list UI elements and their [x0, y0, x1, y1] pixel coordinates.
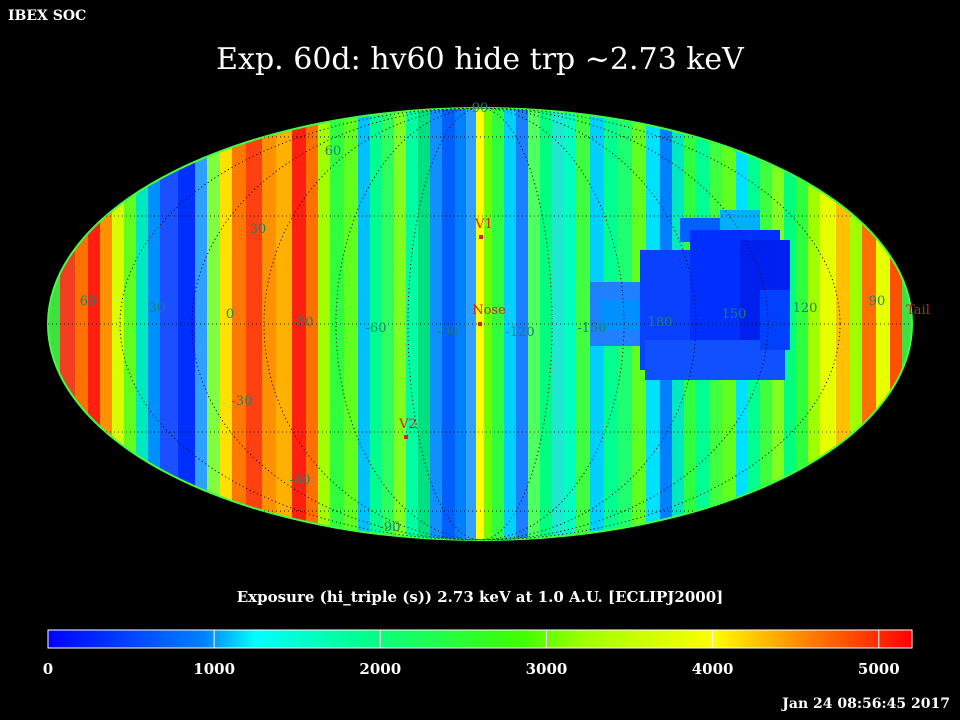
marker-label-v2: V2: [398, 417, 417, 432]
org-label: IBEX SOC: [8, 8, 87, 24]
exposure-stripe: [504, 108, 517, 540]
exposure-stripe: [124, 108, 137, 540]
marker-point-v1: [479, 235, 483, 239]
marker-label-tail: Tail: [906, 303, 930, 318]
exposure-stripe: [318, 108, 331, 540]
exposure-stripe: [808, 108, 821, 540]
exposure-stripe: [862, 108, 877, 540]
longitude-label: 180: [648, 315, 673, 330]
latitude-label: -90: [380, 520, 401, 535]
exposure-stripe: [60, 108, 76, 540]
longitude-label: 150: [722, 307, 747, 322]
page-title: Exp. 60d: hv60 hide trp ~2.73 keV: [216, 42, 744, 77]
latitude-label: 90: [472, 101, 489, 116]
exposure-stripe: [330, 108, 345, 540]
exposure-stripe: [902, 108, 912, 540]
colorbar-tick-label: 2000: [359, 660, 402, 678]
exposure-stripe: [48, 108, 61, 540]
longitude-label: -120: [505, 325, 534, 340]
exposure-stripe: [100, 108, 113, 540]
exposure-patch: [720, 210, 760, 230]
exposure-stripe: [796, 108, 809, 540]
colorbar-tick-label: 5000: [857, 660, 900, 678]
exposure-stripe: [394, 108, 407, 540]
latitude-label: 60: [325, 144, 342, 159]
longitude-label: 0: [226, 307, 234, 322]
colorbar: [47, 629, 913, 649]
exposure-stripe: [492, 108, 505, 540]
exposure-stripe: [344, 108, 359, 540]
latitude-label: -60: [290, 473, 311, 488]
exposure-stripe: [112, 108, 125, 540]
exposure-stripe: [528, 108, 541, 540]
exposure-stripe: [850, 108, 863, 540]
exposure-cells: [48, 108, 912, 540]
map-markers: V1 Nose V2 Tail: [398, 217, 930, 439]
exposure-stripe: [836, 108, 851, 540]
marker-point-v2: [404, 435, 408, 439]
exposure-stripe: [564, 108, 577, 540]
exposure-stripe: [484, 108, 493, 540]
colorbar-tick-label: 4000: [691, 660, 734, 678]
exposure-stripe: [136, 108, 149, 540]
exposure-stripe: [406, 108, 419, 540]
exposure-stripe: [516, 108, 529, 540]
exposure-patch: [760, 290, 790, 350]
exposure-stripe: [466, 108, 477, 540]
longitude-label: 30: [149, 301, 166, 316]
longitude-line: [191, 108, 769, 540]
graticule-labels: 60 30 0 -30 -60 -90 -120 -150 180 150 120 90 90 60 30 -…: [80, 101, 886, 535]
exposure-stripe: [88, 108, 101, 540]
longitude-label: -60: [366, 321, 387, 336]
colorbar-caption: Exposure (hi_triple (s)) 2.73 keV at 1.0…: [236, 588, 724, 606]
exposure-stripe: [890, 108, 903, 540]
longitude-line: [263, 108, 697, 540]
exposure-stripe: [262, 108, 277, 540]
exposure-patch: [600, 300, 640, 330]
colorbar-tick-label: 3000: [525, 660, 568, 678]
exposure-stripe: [552, 108, 565, 540]
exposure-stripe: [820, 108, 837, 540]
longitude-line: [407, 108, 553, 540]
exposure-stripe: [195, 108, 208, 540]
exposure-stripe: [418, 108, 431, 540]
exposure-stripe: [232, 108, 247, 540]
exposure-stripe: [160, 108, 179, 540]
longitude-label: -90: [438, 325, 459, 340]
exposure-stripe: [876, 108, 891, 540]
colorbar-ticks: [47, 630, 880, 648]
exposure-stripe: [246, 108, 263, 540]
longitude-label: -30: [293, 315, 314, 330]
latitude-label: 30: [250, 222, 267, 237]
longitude-line: [119, 108, 841, 540]
exposure-stripe: [207, 108, 221, 540]
colorbar-tick-label: 1000: [193, 660, 236, 678]
longitude-label: -150: [577, 321, 606, 336]
longitude-label: 120: [793, 301, 818, 316]
exposure-stripe: [784, 108, 797, 540]
exposure-stripe: [148, 108, 161, 540]
marker-label-v1: V1: [474, 217, 493, 232]
exposure-stripe: [220, 108, 233, 540]
exposure-stripe: [540, 108, 553, 540]
longitude-label: 90: [869, 294, 886, 309]
exposure-stripe: [75, 108, 89, 540]
timestamp: Jan 24 08:56:45 2017: [782, 696, 950, 712]
longitude-line: [335, 108, 625, 540]
longitude-label: 60: [80, 294, 97, 309]
marker-label-nose: Nose: [472, 303, 506, 318]
colorbar-tick-label: 0: [42, 660, 54, 678]
marker-point-nose: [478, 322, 482, 326]
latitude-label: -30: [232, 394, 253, 409]
